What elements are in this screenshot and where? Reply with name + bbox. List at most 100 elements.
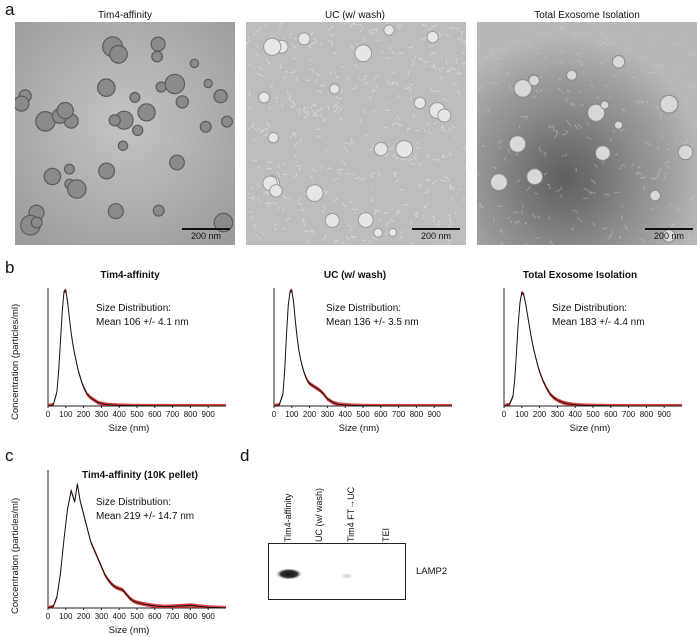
vesicle bbox=[199, 120, 212, 133]
vesicle bbox=[324, 213, 340, 228]
vesicle bbox=[677, 144, 694, 161]
x-tick-label: 300 bbox=[321, 410, 335, 419]
nta-chart-10k: 0 100 200 300 400 500 600 700 800 900 bbox=[46, 470, 227, 621]
panel-label-a: a bbox=[5, 0, 15, 19]
x-tick-label: 200 bbox=[533, 410, 547, 419]
vesicle bbox=[66, 179, 87, 199]
x-tick-label: 100 bbox=[59, 410, 73, 419]
nta-xlabel-tei: Size (nm) bbox=[569, 423, 611, 434]
nta-stat-uc: Size Distribution: Mean 136 +/- 3.5 nm bbox=[326, 303, 419, 328]
x-tick-label: 400 bbox=[113, 410, 127, 419]
vesicle bbox=[131, 124, 144, 137]
vesicle bbox=[513, 79, 533, 98]
vesicle bbox=[150, 36, 166, 52]
x-tick-label: 100 bbox=[285, 410, 299, 419]
vesicle bbox=[164, 73, 186, 95]
vesicle bbox=[587, 103, 606, 122]
x-tick-label: 300 bbox=[551, 410, 565, 419]
x-tick-label: 400 bbox=[569, 410, 583, 419]
nta-title-10k: Tim4-affinity (10K pellet) bbox=[82, 470, 198, 481]
scalebar-tim4 bbox=[182, 228, 230, 230]
x-tick-label: 600 bbox=[148, 410, 162, 419]
vesicle bbox=[267, 132, 279, 144]
series-line bbox=[47, 483, 227, 609]
x-tick-label: 900 bbox=[202, 410, 216, 419]
vesicle bbox=[297, 32, 311, 46]
nta-title-uc: UC (w/ wash) bbox=[323, 270, 387, 281]
x-tick-label: 0 bbox=[46, 410, 51, 419]
x-tick-label: 600 bbox=[604, 410, 618, 419]
vesicle bbox=[107, 203, 124, 220]
x-tick-label: 700 bbox=[392, 410, 406, 419]
x-tick-label: 300 bbox=[95, 410, 109, 419]
vesicle bbox=[98, 162, 116, 180]
vesicle bbox=[354, 44, 373, 63]
x-tick-label: 200 bbox=[77, 612, 91, 621]
panel-label-c: c bbox=[5, 446, 14, 465]
lamp2-band-ft bbox=[339, 572, 355, 580]
vesicle bbox=[56, 101, 74, 120]
vesicle bbox=[63, 163, 75, 175]
vesicle bbox=[373, 142, 388, 157]
series-line bbox=[273, 289, 452, 407]
x-tick-label: 100 bbox=[59, 612, 73, 621]
scalebar-label-tei: 200 nm bbox=[653, 231, 685, 241]
vesicle bbox=[595, 145, 611, 161]
series-line bbox=[503, 291, 682, 407]
x-tick-label: 0 bbox=[502, 410, 507, 419]
nta-title-tei: Total Exosome Isolation bbox=[522, 270, 638, 281]
lane-label-tim4: Tim4-affinity bbox=[283, 493, 293, 542]
vesicle bbox=[137, 103, 156, 122]
x-tick-label: 700 bbox=[166, 410, 180, 419]
x-tick-label: 500 bbox=[130, 410, 144, 419]
x-tick-label: 900 bbox=[202, 612, 216, 621]
vesicle bbox=[109, 44, 128, 64]
vesicle bbox=[395, 140, 414, 158]
x-tick-label: 600 bbox=[148, 612, 162, 621]
lane-label-tei: TEI bbox=[381, 527, 391, 542]
vesicle bbox=[43, 167, 62, 186]
vesicle bbox=[305, 184, 324, 203]
nta-chart-uc: 0 100 200 300 400 500 600 700 800 900 bbox=[272, 288, 452, 419]
panel-label-d: d bbox=[240, 446, 250, 465]
vesicle bbox=[528, 74, 540, 87]
em-image-tei bbox=[477, 22, 697, 245]
em-image-tim4 bbox=[15, 22, 235, 245]
x-tick-label: 300 bbox=[95, 612, 109, 621]
vesicle bbox=[659, 94, 679, 114]
lane-label-uc: UC (w/ wash) bbox=[314, 487, 324, 542]
vesicle bbox=[388, 228, 398, 237]
nta-stat-tim4: Size Distribution: Mean 106 +/- 4.1 nm bbox=[96, 303, 189, 328]
vesicle bbox=[373, 227, 384, 238]
nta-title-tim4: Tim4-affinity bbox=[100, 270, 160, 281]
panel-label-b: b bbox=[5, 258, 15, 277]
vesicle bbox=[189, 58, 200, 69]
vesicle bbox=[169, 154, 185, 171]
vesicle bbox=[426, 30, 439, 44]
vesicle bbox=[263, 37, 282, 56]
lamp2-band-tim4 bbox=[275, 568, 303, 580]
vesicle bbox=[117, 140, 129, 152]
lane-label-ft: Tim4 FT→UC bbox=[346, 486, 356, 542]
x-tick-label: 800 bbox=[184, 410, 198, 419]
x-tick-label: 0 bbox=[272, 410, 277, 419]
x-tick-label: 200 bbox=[77, 410, 91, 419]
nta-stat-10k: Size Distribution: Mean 219 +/- 14.7 nm bbox=[96, 497, 195, 522]
em-title-tei: Total Exosome Isolation bbox=[534, 10, 640, 21]
nta-stat-tei: Size Distribution: Mean 183 +/- 4.4 nm bbox=[552, 303, 645, 328]
band-label-lamp2: LAMP2 bbox=[416, 566, 448, 577]
vesicle bbox=[508, 135, 527, 153]
x-tick-label: 0 bbox=[46, 612, 51, 621]
vesicle bbox=[221, 115, 234, 128]
x-tick-label: 800 bbox=[640, 410, 654, 419]
vesicle bbox=[258, 91, 271, 104]
x-tick-label: 500 bbox=[130, 612, 144, 621]
scalebar-label-uc: 200 nm bbox=[420, 231, 452, 241]
vesicle bbox=[437, 108, 452, 123]
error-band bbox=[504, 290, 682, 406]
vesicle bbox=[213, 212, 234, 233]
vesicle bbox=[649, 189, 661, 202]
nta-xlabel-tim4: Size (nm) bbox=[108, 423, 150, 434]
x-tick-label: 400 bbox=[339, 410, 353, 419]
x-tick-label: 500 bbox=[586, 410, 600, 419]
